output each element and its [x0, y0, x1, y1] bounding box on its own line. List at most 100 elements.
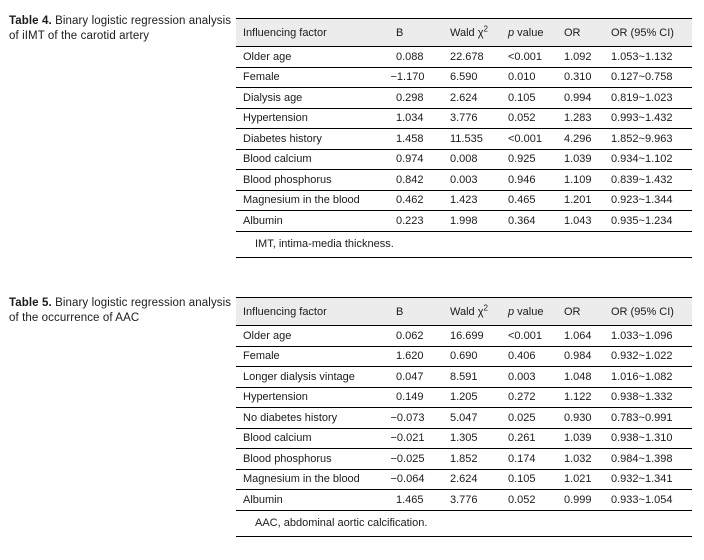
value-cell: 0.272 [508, 387, 564, 408]
value-cell: 0.938~1.310 [611, 428, 692, 449]
factor-cell: Magnesium in the blood [236, 190, 396, 211]
value-cell: 0.127~0.758 [611, 67, 692, 88]
table-row: Blood phosphorus −0.025 1.852 0.174 1.032 0.9… [236, 448, 692, 470]
value-cell: 0.062 [396, 325, 450, 347]
value-cell: 4.296 [564, 128, 611, 150]
value-cell: 0.994 [564, 87, 611, 109]
value-cell: <0.001 [508, 325, 564, 347]
factor-cell: Dialysis age [236, 87, 396, 109]
value-cell: 0.003 [450, 169, 508, 191]
table-footnote: AAC, abdominal aortic calcification. [236, 510, 692, 537]
factor-cell: Female [236, 346, 396, 367]
value-cell: 0.938~1.332 [611, 387, 692, 408]
table-row: Hypertension 1.034 3.776 0.052 1.283 0.993~1.… [236, 108, 692, 129]
value-cell: −0.064 [391, 469, 450, 490]
value-cell: 1.021 [564, 469, 611, 490]
value-cell: 3.776 [450, 108, 508, 129]
value-cell: 6.590 [450, 67, 508, 88]
factor-cell: Blood calcium [236, 428, 396, 449]
table4-caption-text: Binary logistic regression analysis of i… [9, 15, 232, 42]
column-header: OR [564, 18, 611, 47]
value-cell: 0.839~1.432 [611, 169, 692, 191]
value-cell: 16.699 [450, 325, 508, 347]
table-row: Female 1.620 0.690 0.406 0.984 0.932~1.022 [236, 346, 692, 367]
value-cell: 1.283 [564, 108, 611, 129]
value-cell: 3.776 [450, 489, 508, 511]
table-row: Diabetes history 1.458 11.535 <0.001 4.296 1.… [236, 128, 692, 150]
value-cell: 1.043 [564, 210, 611, 232]
table-row: Female −1.170 6.590 0.010 0.310 0.127~0.758 [236, 67, 692, 88]
value-cell: 0.298 [396, 87, 450, 109]
table-row: Hypertension 0.149 1.205 0.272 1.122 0.938~1.… [236, 387, 692, 408]
value-cell: 0.932~1.022 [611, 346, 692, 367]
table4-caption: Table 4. Binary logistic regression anal… [9, 14, 235, 44]
value-cell: 0.923~1.344 [611, 190, 692, 211]
value-cell: 0.364 [508, 210, 564, 232]
value-cell: 0.010 [508, 67, 564, 88]
factor-cell: Magnesium in the blood [236, 469, 396, 490]
factor-cell: Albumin [236, 210, 396, 232]
regression-table: Influencing factor B Wald χ2 p value OR OR (9… [236, 297, 692, 537]
factor-cell: Diabetes history [236, 128, 396, 150]
value-cell: 1.092 [564, 46, 611, 68]
value-cell: 0.934~1.102 [611, 149, 692, 170]
value-cell: −0.025 [391, 448, 450, 470]
table-row: Dialysis age 0.298 2.624 0.105 0.994 0.819~1.… [236, 87, 692, 109]
table5-caption: Table 5. Binary logistic regression anal… [9, 296, 235, 326]
value-cell: 1.064 [564, 325, 611, 347]
value-cell: 0.003 [508, 366, 564, 388]
factor-cell: Hypertension [236, 108, 396, 129]
factor-cell: Longer dialysis vintage [236, 366, 396, 388]
value-cell: 0.174 [508, 448, 564, 470]
value-cell: <0.001 [508, 128, 564, 150]
value-cell: 1.620 [396, 346, 450, 367]
table5-caption-label: Table 5. [9, 297, 52, 309]
factor-cell: Blood phosphorus [236, 448, 396, 470]
table-row: Older age 0.088 22.678 <0.001 1.092 1.053~1.1… [236, 46, 692, 68]
value-cell: 0.946 [508, 169, 564, 191]
column-header: OR [564, 297, 611, 326]
table-row: Magnesium in the blood −0.064 2.624 0.105 1.… [236, 469, 692, 490]
value-cell: 1.048 [564, 366, 611, 388]
value-cell: 1.109 [564, 169, 611, 191]
value-cell: 0.223 [396, 210, 450, 232]
column-header: OR (95% CI) [611, 297, 692, 326]
column-header: Influencing factor [236, 18, 396, 47]
table-row: Albumin 1.465 3.776 0.052 0.999 0.933~1.054 [236, 489, 692, 511]
table-row: Albumin 0.223 1.998 0.364 1.043 0.935~1.234 [236, 210, 692, 232]
table-row: Magnesium in the blood 0.462 1.423 0.465 1.2… [236, 190, 692, 211]
column-header: Wald χ2 [450, 297, 508, 326]
footnote-row: IMT, intima-media thickness. [236, 231, 692, 258]
table-footnote: IMT, intima-media thickness. [236, 231, 692, 258]
table-row: No diabetes history −0.073 5.047 0.025 0.930… [236, 407, 692, 429]
value-cell: 1.016~1.082 [611, 366, 692, 388]
value-cell: 0.465 [508, 190, 564, 211]
value-cell: 1.034 [396, 108, 450, 129]
value-cell: 22.678 [450, 46, 508, 68]
factor-cell: Blood phosphorus [236, 169, 396, 191]
value-cell: 0.819~1.023 [611, 87, 692, 109]
value-cell: 1.039 [564, 428, 611, 449]
value-cell: 0.462 [396, 190, 450, 211]
table-row: Blood calcium −0.021 1.305 0.261 1.039 0.938~… [236, 428, 692, 449]
value-cell: 0.935~1.234 [611, 210, 692, 232]
table4-regression-ilmt: Influencing factor B Wald χ2 p value OR OR (9… [236, 18, 692, 258]
table4-caption-label: Table 4. [9, 15, 52, 27]
value-cell: 0.261 [508, 428, 564, 449]
value-cell: 0.105 [508, 87, 564, 109]
value-cell: 0.999 [564, 489, 611, 511]
table-row: Blood phosphorus 0.842 0.003 0.946 1.109 0.83… [236, 169, 692, 191]
value-cell: 0.933~1.054 [611, 489, 692, 511]
value-cell: 0.008 [450, 149, 508, 170]
value-cell: −1.170 [391, 67, 450, 88]
regression-table: Influencing factor B Wald χ2 p value OR OR (9… [236, 18, 692, 258]
value-cell: 0.690 [450, 346, 508, 367]
value-cell: 1.039 [564, 149, 611, 170]
column-header: Wald χ2 [450, 18, 508, 47]
table5-regression-aac: Influencing factor B Wald χ2 p value OR OR (9… [236, 297, 692, 537]
value-cell: 0.025 [508, 407, 564, 429]
value-cell: 0.930 [564, 407, 611, 429]
column-header: p value [508, 297, 564, 326]
value-cell: 0.105 [508, 469, 564, 490]
